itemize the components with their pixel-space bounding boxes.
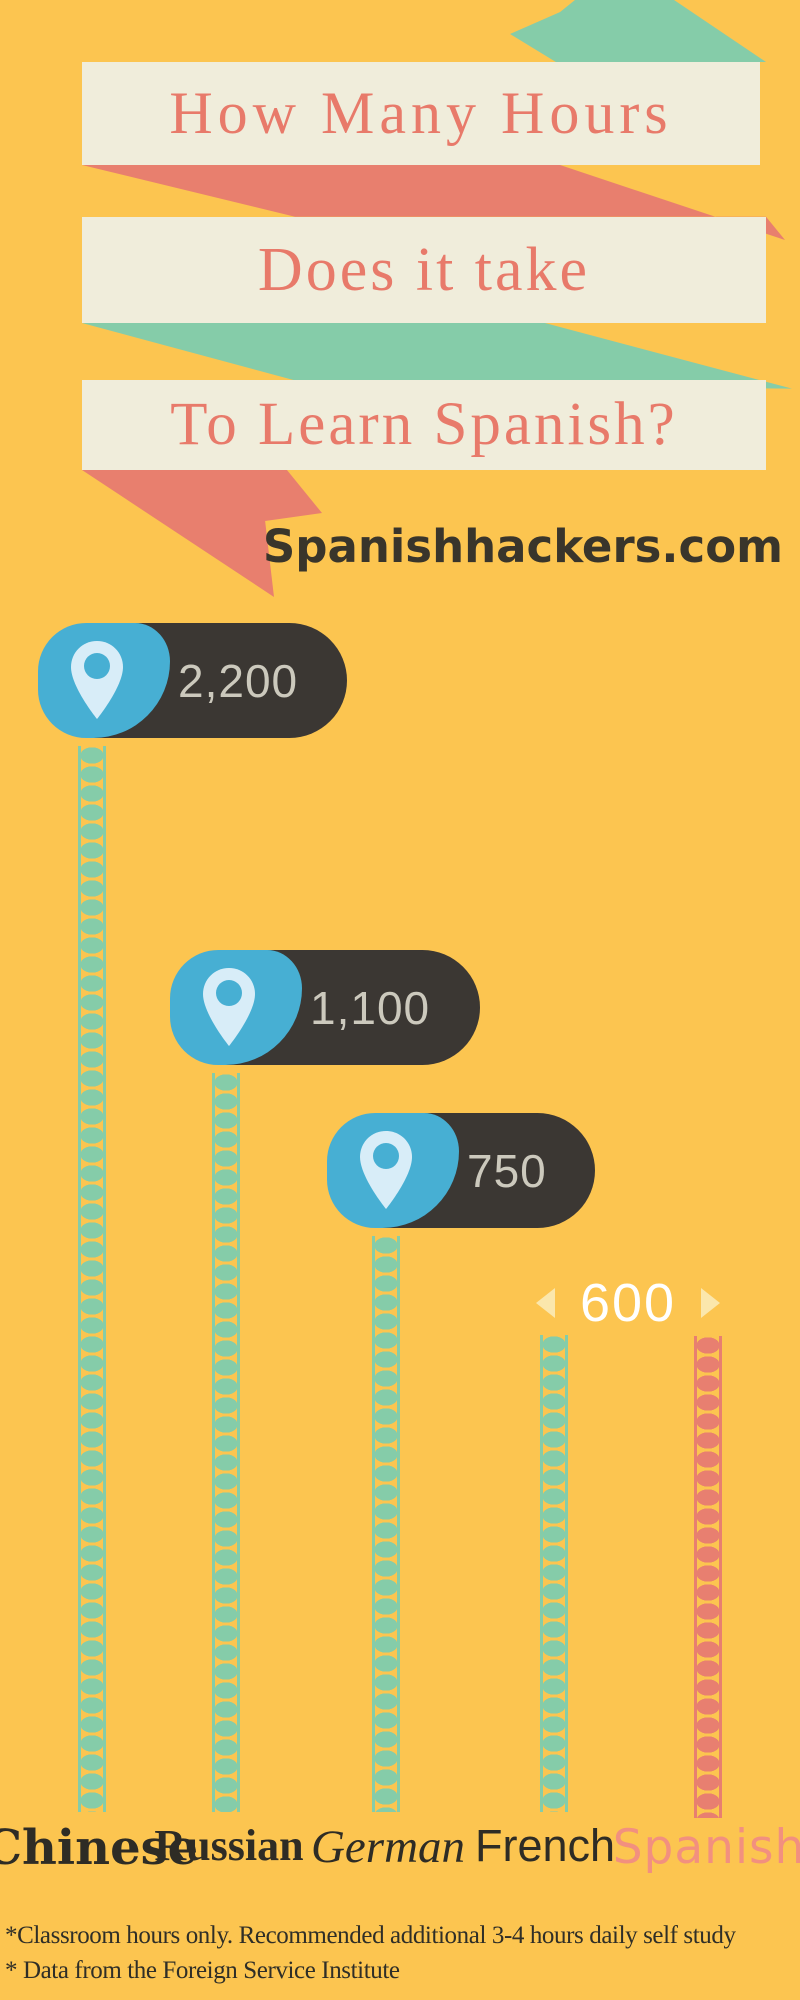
label-german: German xyxy=(310,1821,466,1873)
value-pill-russian: 1,100 xyxy=(170,950,480,1065)
hours-value: 2,200 xyxy=(178,654,299,707)
arrow-left-icon xyxy=(536,1288,555,1318)
map-pin-icon xyxy=(71,641,123,719)
column-spanish xyxy=(694,1336,722,1818)
label-french: French xyxy=(474,1820,616,1871)
column-russian xyxy=(212,1073,240,1812)
title-banner-2: Does it take xyxy=(82,217,766,323)
title-banner-3: To Learn Spanish? xyxy=(82,380,766,470)
value-pill-german: 750 xyxy=(327,1113,595,1228)
shared-hours-marker: 600 xyxy=(520,1273,732,1333)
title-line-1: How Many Hours xyxy=(169,80,673,146)
title-line-2: Does it take xyxy=(257,235,591,304)
title-line-3: To Learn Spanish? xyxy=(170,391,678,458)
site-wordmark: Spanishhackers.com xyxy=(262,520,783,573)
column-german xyxy=(372,1236,400,1812)
footnote-classroom-hours: *Classroom hours only. Recommended addit… xyxy=(5,1922,736,1949)
footnote-data-source: * Data from the Foreign Service Institut… xyxy=(5,1957,400,1984)
hours-value: 600 xyxy=(579,1273,677,1333)
arrow-right-icon xyxy=(700,1288,720,1318)
column-chinese xyxy=(78,746,106,1812)
label-chinese: Chinese xyxy=(0,1820,199,1876)
label-russian: Russian xyxy=(154,1821,304,1870)
pin-cap xyxy=(170,950,302,1065)
title-banner-1: How Many Hours xyxy=(82,62,760,165)
pin-cap xyxy=(38,623,170,738)
map-pin-icon xyxy=(203,968,255,1046)
hours-value: 750 xyxy=(467,1144,547,1197)
pin-cap xyxy=(327,1113,459,1228)
hours-value: 1,100 xyxy=(310,981,431,1034)
value-pill-chinese: 2,200 xyxy=(38,623,347,738)
map-pin-icon xyxy=(360,1131,412,1209)
label-spanish: Spanish xyxy=(612,1820,800,1875)
column-french xyxy=(540,1335,568,1812)
ribbon-top-fold xyxy=(510,0,767,62)
